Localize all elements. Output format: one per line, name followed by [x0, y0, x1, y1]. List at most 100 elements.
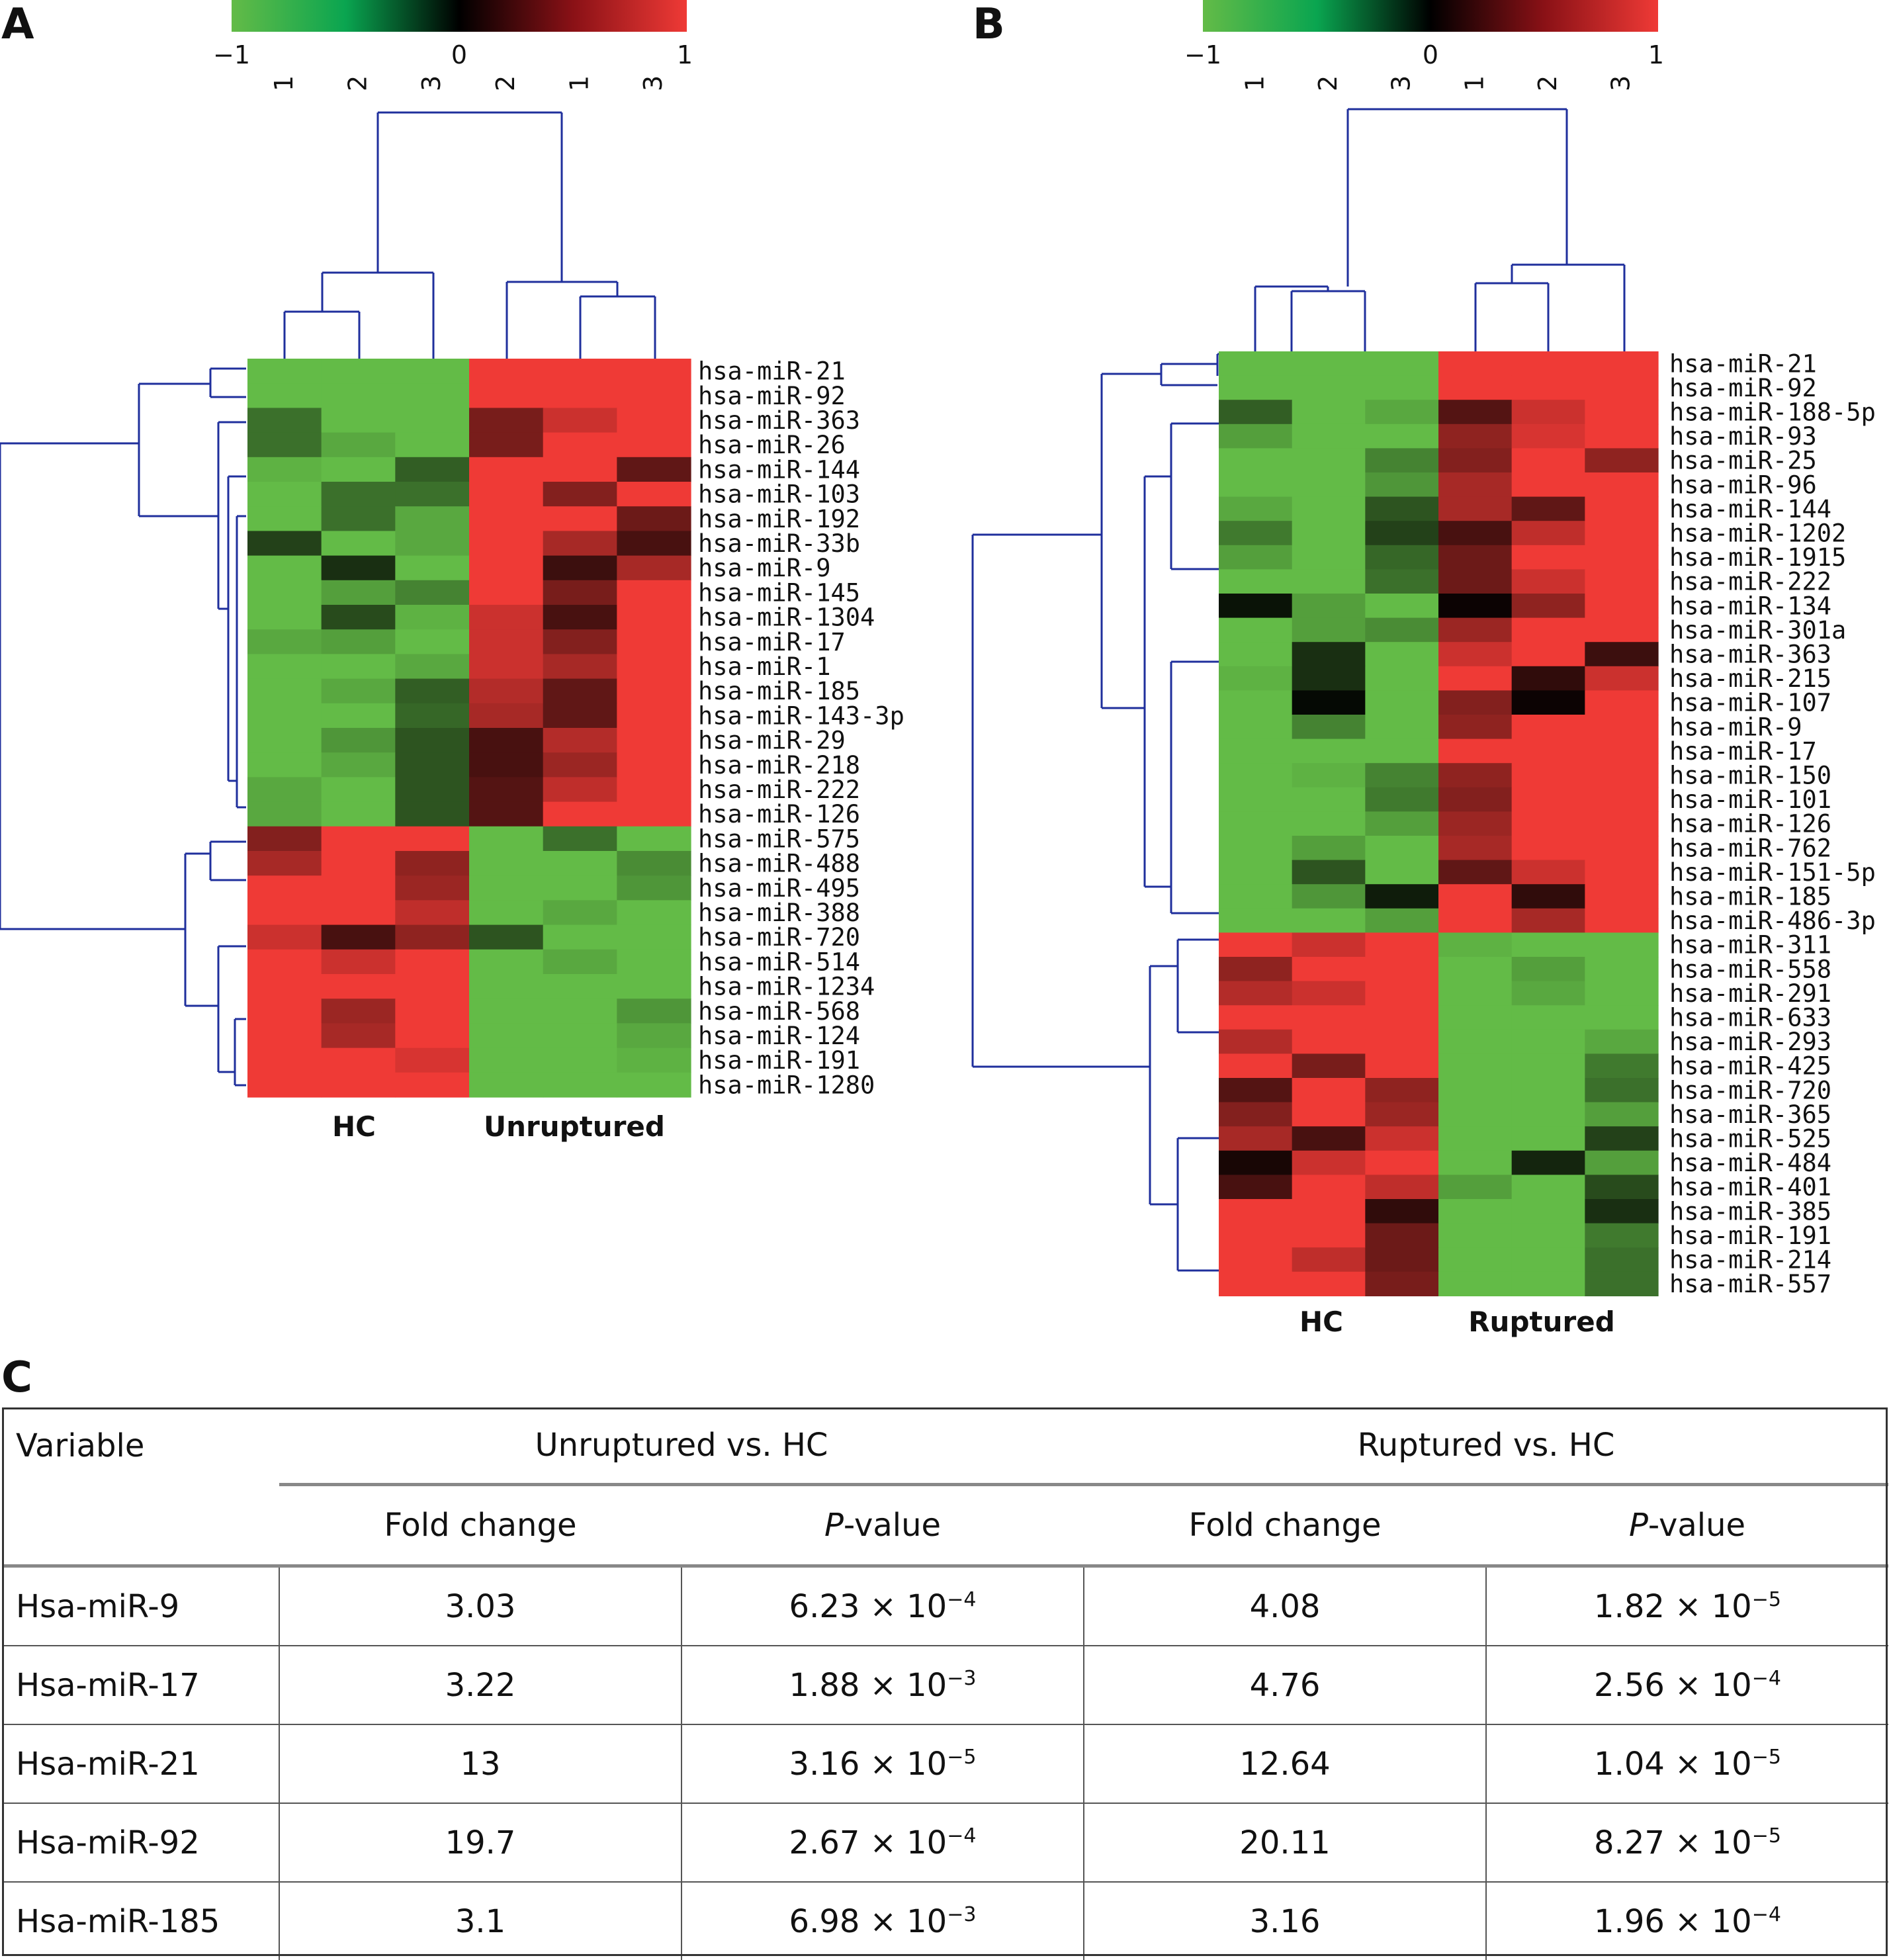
heatmap-cell — [543, 752, 617, 778]
heatmap-cell — [1365, 545, 1439, 570]
heatmap-cell — [247, 1023, 322, 1049]
heatmap-cell — [1585, 981, 1659, 1006]
heatmap-cell — [1585, 521, 1659, 546]
heatmap-cell — [1585, 1175, 1659, 1200]
heatmap-cell — [1438, 569, 1513, 594]
heatmap-cell — [617, 678, 691, 704]
heatmap-cell — [1511, 375, 1585, 400]
heatmap-cell — [1292, 594, 1366, 619]
panel-b-scale-bar — [1203, 0, 1658, 32]
heatmap-cell — [469, 678, 544, 704]
heatmap-cell — [543, 432, 617, 458]
heatmap-cell — [1438, 1199, 1513, 1224]
row-label: hsa-miR-222 — [698, 776, 860, 804]
heatmap-cell — [1438, 957, 1513, 982]
heatmap-cell — [1585, 617, 1659, 643]
heatmap-cell — [1438, 375, 1513, 400]
row-label: hsa-miR-514 — [698, 948, 860, 976]
column-label: 1 — [269, 75, 298, 91]
row-label: hsa-miR-92 — [1669, 374, 1817, 402]
heatmap-cell — [1219, 642, 1293, 667]
heatmap-cell — [1219, 423, 1293, 449]
heatmap-cell — [1438, 545, 1513, 570]
heatmap-cell — [1292, 1102, 1366, 1127]
heatmap-cell — [1365, 1175, 1439, 1200]
heatmap-cell — [617, 580, 691, 605]
heatmap-cell — [1219, 932, 1293, 958]
results-table: Variable Unruptured vs. HC Ruptured vs. … — [3, 1407, 1888, 1960]
heatmap-cell — [395, 703, 470, 729]
row-label: hsa-miR-1 — [698, 652, 830, 681]
row-label: hsa-miR-385 — [1669, 1197, 1831, 1225]
heatmap-cell — [1511, 569, 1585, 594]
row-label: hsa-miR-17 — [698, 628, 846, 656]
panel-a-column-labels: 1 2 3 2 1 3 — [269, 75, 668, 91]
row-label: hsa-miR-191 — [698, 1046, 860, 1075]
cell-variable: Hsa-miR-17 — [3, 1645, 279, 1724]
cell-fold-change-unruptured: 3.1 — [279, 1881, 682, 1960]
heatmap-cell — [1219, 1271, 1293, 1296]
heatmap-cell — [395, 801, 470, 827]
heatmap-cell — [1438, 690, 1513, 715]
panel-b-group-ruptured: Ruptured — [1468, 1306, 1615, 1338]
heatmap-cell — [395, 999, 470, 1024]
heatmap-cell — [469, 457, 544, 482]
heatmap-cell — [247, 974, 322, 999]
heatmap-cell — [321, 974, 396, 999]
heatmap-cell — [1365, 569, 1439, 594]
heatmap-cell — [321, 654, 396, 680]
heatmap-cell — [543, 1072, 617, 1098]
heatmap-cell — [1292, 666, 1366, 691]
heatmap-cell — [1365, 1126, 1439, 1151]
heatmap-cell — [1365, 690, 1439, 715]
heatmap-cell — [1585, 423, 1659, 449]
cell-fold-change-ruptured: 12.64 — [1083, 1724, 1486, 1803]
heatmap-cell — [1219, 1199, 1293, 1224]
heatmap-cell — [1365, 423, 1439, 449]
heatmap-cell — [1292, 423, 1366, 449]
panel-b-scale-min: −1 — [1184, 40, 1221, 69]
panel-a-heatmap — [247, 359, 691, 1098]
cell-fold-change-ruptured: 4.08 — [1083, 1565, 1486, 1646]
heatmap-cell — [1219, 1223, 1293, 1248]
column-label: 2 — [491, 75, 520, 91]
heatmap-cell — [321, 875, 396, 901]
heatmap-cell — [1292, 1199, 1366, 1224]
row-label: hsa-miR-151-5p — [1669, 858, 1876, 887]
heatmap-cell — [395, 629, 470, 654]
heatmap-cell — [321, 678, 396, 704]
heatmap-cell — [1365, 836, 1439, 861]
row-label: hsa-miR-103 — [698, 480, 860, 509]
heatmap-cell — [1585, 836, 1659, 861]
heatmap-cell — [321, 1023, 396, 1049]
heatmap-cell — [617, 974, 691, 999]
heatmap-cell — [321, 408, 396, 433]
panel-b-heatmap — [1219, 351, 1659, 1296]
heatmap-cell — [395, 605, 470, 630]
heatmap-cell — [247, 605, 322, 630]
heatmap-cell — [247, 999, 322, 1024]
heatmap-cell — [247, 924, 322, 950]
panel-b-row-labels: hsa-miR-21hsa-miR-92hsa-miR-188-5phsa-mi… — [1669, 349, 1876, 1298]
row-label: hsa-miR-1280 — [698, 1071, 875, 1099]
heatmap-cell — [1365, 932, 1439, 958]
heatmap-cell — [469, 851, 544, 876]
heatmap-cell — [1438, 763, 1513, 788]
heatmap-cell — [1585, 763, 1659, 788]
heatmap-cell — [247, 432, 322, 458]
heatmap-cell — [617, 555, 691, 581]
heatmap-cell — [617, 531, 691, 557]
heatmap-cell — [1219, 1078, 1293, 1103]
column-label: 2 — [343, 75, 373, 91]
heatmap-cell — [543, 654, 617, 680]
heatmap-cell — [1219, 569, 1293, 594]
heatmap-cell — [247, 629, 322, 654]
heatmap-cell — [247, 580, 322, 605]
table-header-row-2: Fold change P-value Fold change P-value — [3, 1485, 1888, 1566]
heatmap-cell — [1585, 666, 1659, 691]
heatmap-cell — [469, 531, 544, 557]
row-label: hsa-miR-144 — [1669, 495, 1831, 523]
panel-a-scale-min: −1 — [213, 40, 250, 69]
heatmap-cell — [543, 506, 617, 531]
